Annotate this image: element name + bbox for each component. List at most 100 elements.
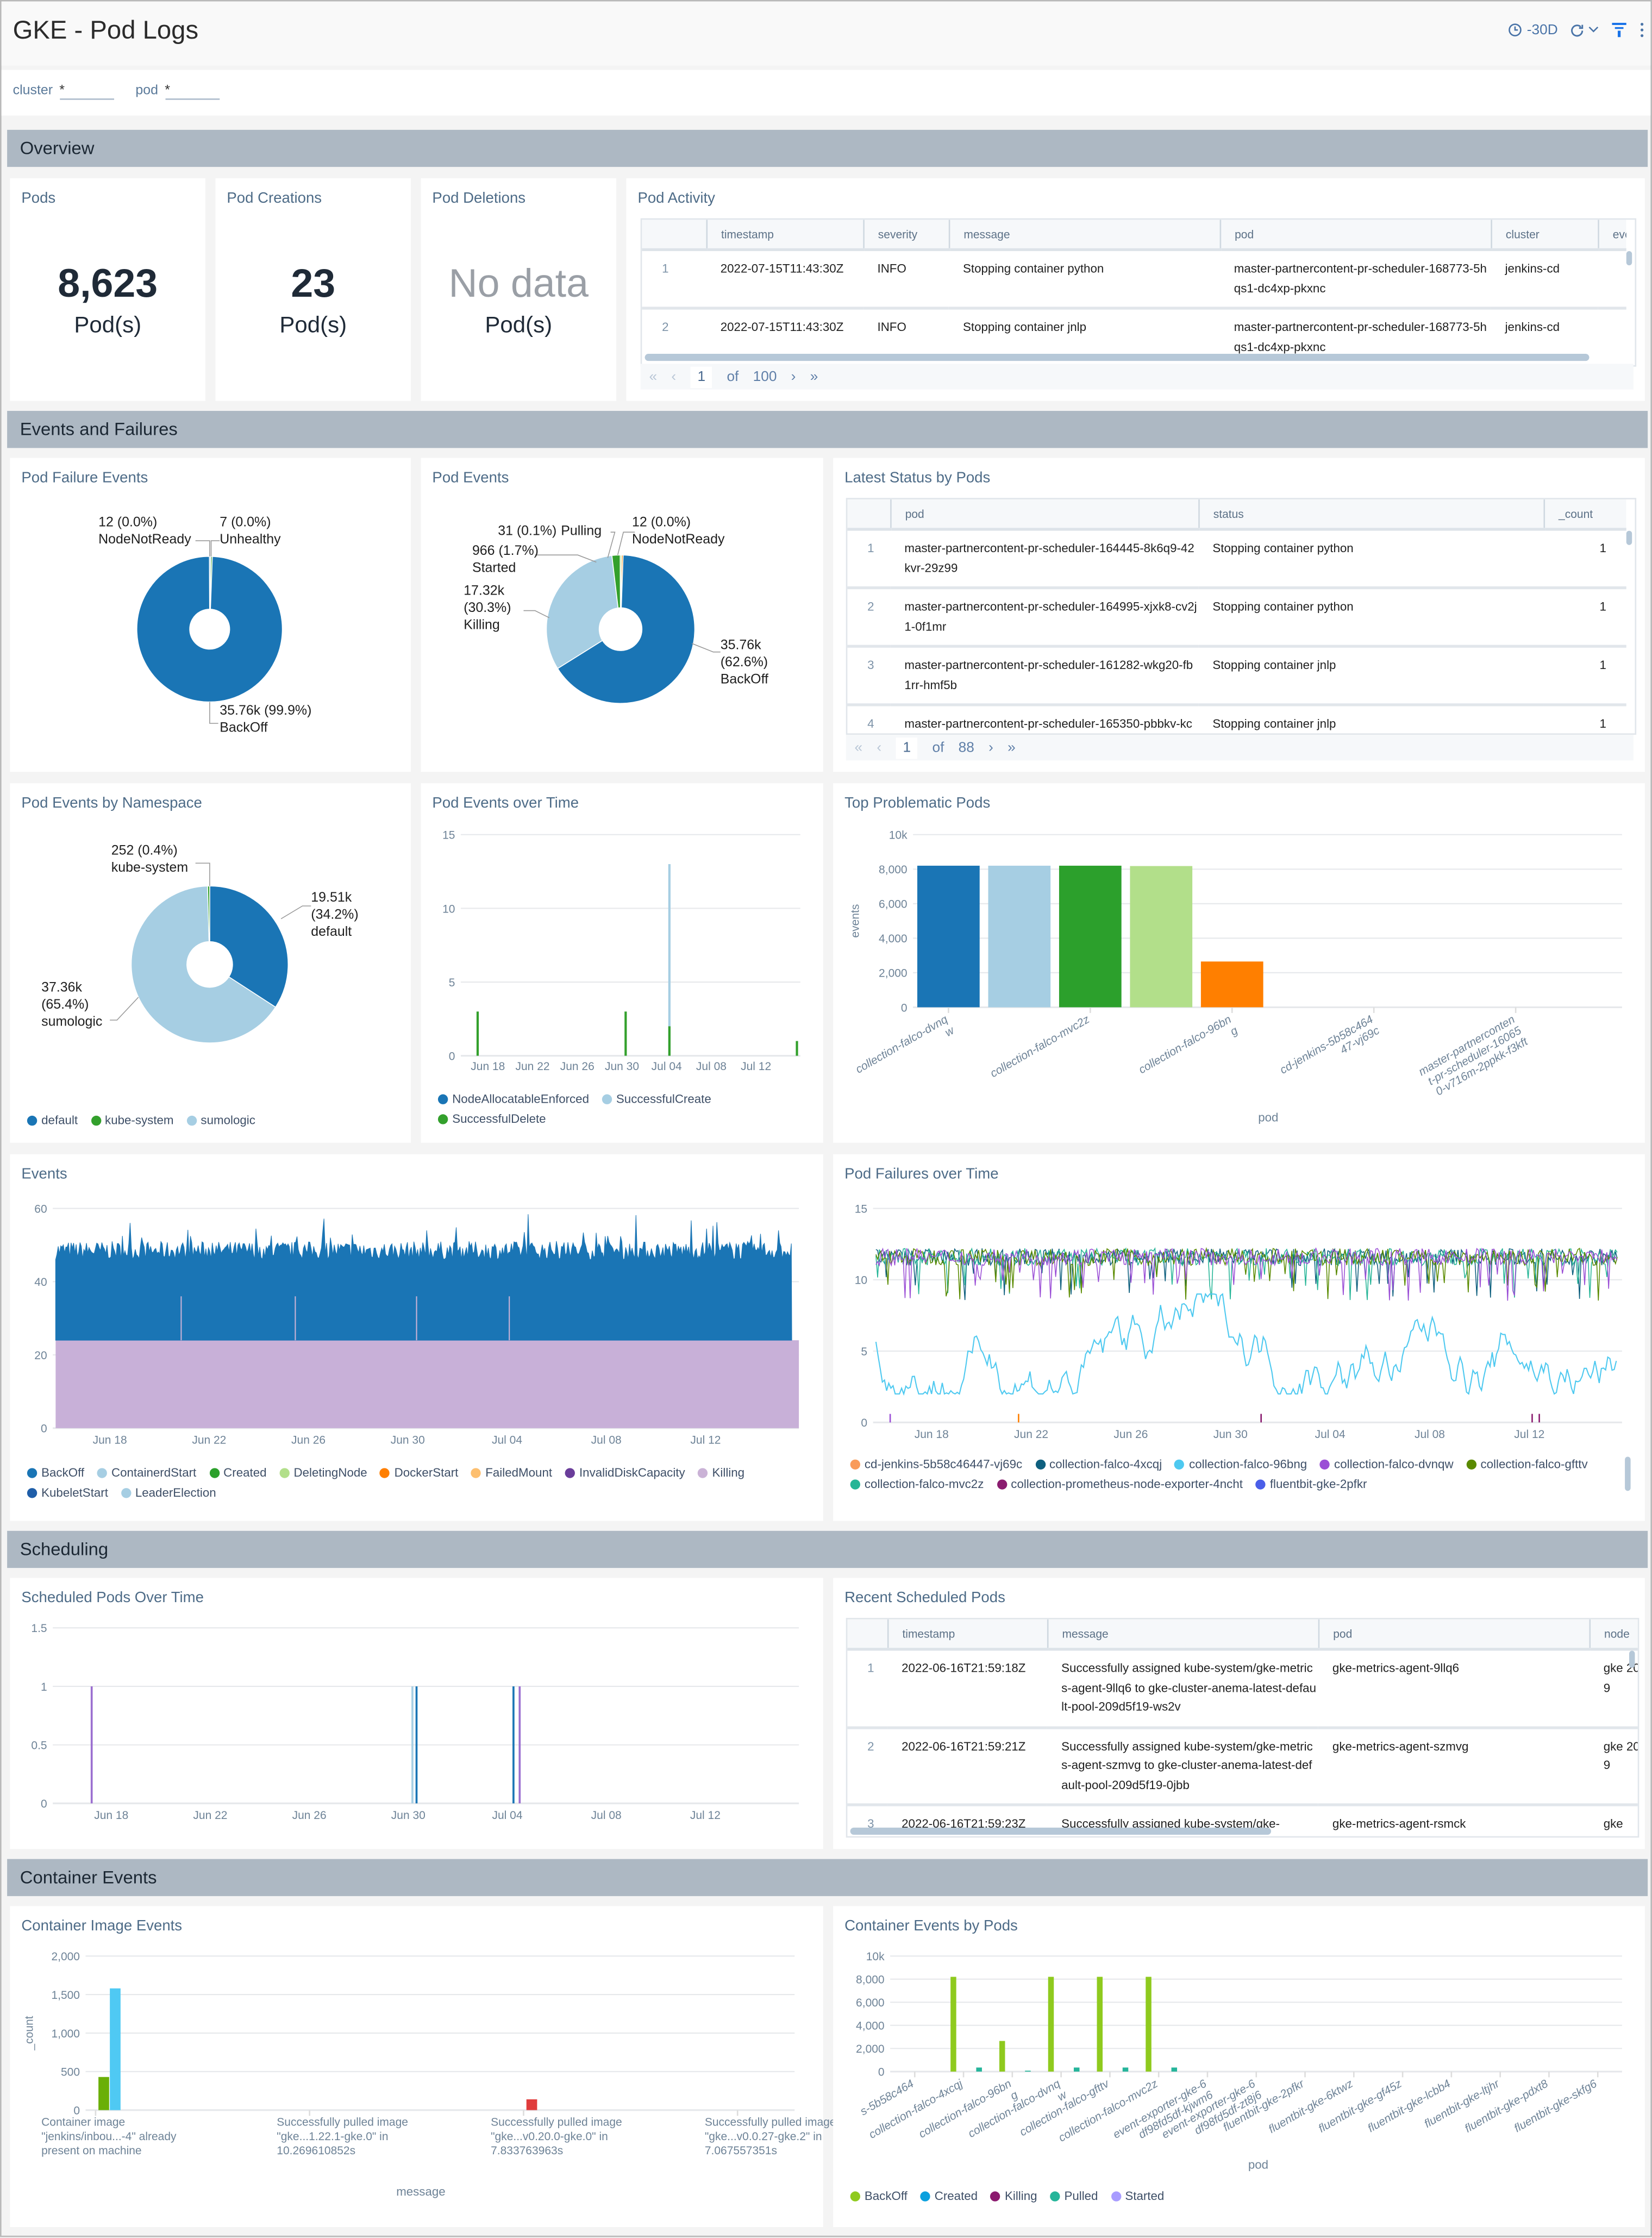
cell-pod: master-partnercontent-pr-scheduler-16128… bbox=[890, 646, 1199, 707]
cluster-filter[interactable]: cluster * bbox=[13, 83, 114, 100]
chart-canvas: 0 2,000 4,000 6,000 8,000 10k events collection… bbox=[849, 829, 1622, 1124]
table-row[interactable]: 4 master-partnercontent-pr-scheduler-1653… bbox=[847, 704, 1626, 734]
legend-item[interactable]: collection-falco-4xcqj bbox=[1035, 1456, 1162, 1471]
column-header-ever[interactable]: ever bbox=[1597, 220, 1626, 252]
legend-label: BackOff bbox=[864, 2189, 908, 2203]
table-row[interactable]: 1 2022-06-16T21:59:18Z Successfully assign… bbox=[847, 1649, 1638, 1729]
first-page-button[interactable]: « bbox=[649, 368, 658, 385]
legend-item[interactable]: FailedMount bbox=[471, 1465, 552, 1479]
last-page-button[interactable]: » bbox=[810, 368, 818, 385]
legend-item[interactable]: ContainerdStart bbox=[97, 1465, 196, 1479]
column-header-pod[interactable]: pod bbox=[889, 499, 1199, 531]
legend-item[interactable]: KubeletStart bbox=[27, 1485, 108, 1499]
legend-item[interactable]: Started bbox=[1111, 2189, 1164, 2203]
next-page-button[interactable]: › bbox=[791, 368, 796, 385]
cluster-filter-input[interactable]: * bbox=[59, 83, 114, 100]
legend-item[interactable]: collection-falco-mvc2z bbox=[850, 1477, 984, 1491]
vertical-scrollbar[interactable] bbox=[1626, 251, 1632, 266]
legend-item[interactable]: default bbox=[27, 1113, 78, 1127]
legend-item[interactable]: Killing bbox=[990, 2189, 1037, 2203]
column-header-pod[interactable]: pod bbox=[1317, 1619, 1590, 1651]
vertical-scrollbar[interactable] bbox=[1626, 530, 1632, 545]
section-overview[interactable]: Overview bbox=[7, 129, 1648, 167]
legend-item[interactable]: cd-jenkins-5b58c46447-vj69c bbox=[850, 1456, 1022, 1471]
section-events-and-failures[interactable]: Events and Failures bbox=[7, 411, 1648, 448]
page-number-input[interactable]: 1 bbox=[896, 736, 918, 759]
column-header-cluster[interactable]: cluster bbox=[1490, 220, 1598, 252]
legend-item[interactable]: fluentbit-gke-2pfkr bbox=[1255, 1477, 1367, 1491]
legend-item[interactable]: collection-falco-gfttv bbox=[1466, 1456, 1588, 1471]
legend-item[interactable]: Created bbox=[209, 1465, 267, 1479]
legend-scrollbar[interactable] bbox=[1625, 1456, 1631, 1491]
x-tick-label: Jun 18 bbox=[471, 1060, 505, 1073]
leader-line bbox=[195, 862, 210, 886]
pod-filter-input[interactable]: * bbox=[165, 83, 219, 100]
legend-item[interactable]: collection-falco-dvnqw bbox=[1319, 1456, 1454, 1471]
table-row[interactable]: 2 2022-06-16T21:59:21Z Successfully assign… bbox=[847, 1727, 1638, 1806]
column-header-pod[interactable]: pod bbox=[1219, 220, 1491, 252]
legend-item[interactable]: SuccessfulDelete bbox=[437, 1111, 546, 1126]
legend-item[interactable]: Killing bbox=[698, 1465, 744, 1479]
x-tick-label: Jul 08 bbox=[1415, 1428, 1445, 1441]
horizontal-scrollbar[interactable] bbox=[850, 1827, 1272, 1835]
cell-pod: gke-metrics-agent-szmvg bbox=[1318, 1727, 1590, 1806]
y-tick-label: 60 bbox=[34, 1203, 47, 1215]
vertical-scrollbar[interactable] bbox=[1629, 1651, 1635, 1668]
refresh-button[interactable] bbox=[1569, 22, 1599, 38]
legend-label: Pulled bbox=[1064, 2189, 1098, 2203]
table-row[interactable]: 2 master-partnercontent-pr-scheduler-1649… bbox=[847, 587, 1626, 648]
legend-item[interactable]: BackOff bbox=[27, 1465, 84, 1479]
prev-page-button[interactable]: ‹ bbox=[671, 368, 677, 385]
first-page-button[interactable]: « bbox=[854, 740, 863, 756]
column-header-timestamp[interactable]: timestamp bbox=[705, 220, 863, 252]
table-row[interactable]: 1 master-partnercontent-pr-scheduler-1644… bbox=[847, 529, 1626, 590]
legend-item[interactable]: LeaderElection bbox=[121, 1485, 216, 1499]
slice-label: 35.76k (62.6%) BackOff bbox=[721, 637, 768, 689]
bar-Pulled bbox=[1073, 2067, 1080, 2072]
legend-item[interactable]: BackOff bbox=[850, 2189, 908, 2203]
legend-item[interactable]: DeletingNode bbox=[279, 1465, 367, 1479]
table-body: 1 2022-07-15T11:43:30Z INFO Stopping contai… bbox=[642, 249, 1626, 366]
x-axis-title: message bbox=[396, 2185, 445, 2198]
legend-item[interactable]: InvalidDiskCapacity bbox=[565, 1465, 685, 1479]
table-row[interactable]: 3 master-partnercontent-pr-scheduler-1612… bbox=[847, 646, 1626, 707]
legend-item[interactable]: Pulled bbox=[1050, 2189, 1098, 2203]
last-page-button[interactable]: » bbox=[1008, 740, 1016, 756]
column-header-node[interactable]: node bbox=[1588, 1619, 1638, 1651]
pie-slice-Killing bbox=[546, 555, 619, 670]
column-header-message[interactable]: message bbox=[1046, 1619, 1318, 1651]
pod-filter[interactable]: pod * bbox=[135, 83, 219, 100]
row-number: 1 bbox=[847, 529, 891, 590]
next-page-button[interactable]: › bbox=[988, 740, 993, 756]
column-header-count[interactable]: _count bbox=[1543, 499, 1626, 531]
legend-item[interactable]: collection-prometheus-node-exporter-4nch… bbox=[997, 1477, 1243, 1491]
horizontal-scrollbar[interactable] bbox=[644, 354, 1590, 361]
column-header-status[interactable]: status bbox=[1197, 499, 1544, 531]
legend-item[interactable]: collection-falco-96bng bbox=[1174, 1456, 1307, 1471]
page-number-input[interactable]: 1 bbox=[690, 366, 713, 387]
legend-item[interactable]: sumologic bbox=[186, 1113, 255, 1127]
column-header-timestamp[interactable]: timestamp bbox=[886, 1619, 1047, 1651]
leader-line bbox=[110, 997, 139, 1021]
column-header-message[interactable]: message bbox=[948, 220, 1220, 252]
legend-item[interactable]: DockerStart bbox=[380, 1465, 458, 1479]
section-container-events[interactable]: Container Events bbox=[7, 1859, 1648, 1896]
page-title: GKE - Pod Logs bbox=[12, 15, 199, 45]
time-range-button[interactable]: -30D bbox=[1509, 22, 1558, 38]
filter-icon[interactable] bbox=[1611, 21, 1628, 39]
more-vertical-icon[interactable] bbox=[1639, 21, 1645, 39]
y-tick-label: 0 bbox=[41, 1423, 47, 1435]
legend-item[interactable]: kube-system bbox=[90, 1113, 174, 1127]
section-scheduling[interactable]: Scheduling bbox=[7, 1530, 1648, 1568]
y-tick-label: 4,000 bbox=[879, 933, 908, 945]
column-header-severity[interactable]: severity bbox=[862, 220, 949, 252]
legend-dot-icon bbox=[920, 2190, 930, 2201]
row-number: 1 bbox=[847, 1649, 887, 1729]
table-row[interactable]: 1 2022-07-15T11:43:30Z INFO Stopping contai… bbox=[642, 249, 1626, 310]
legend-item[interactable]: SuccessfulCreate bbox=[602, 1091, 711, 1106]
slice-name: Pulling bbox=[561, 523, 602, 540]
chart-canvas: 0 0.5 1 1.5 Jun 18 Jun 22 Jun 26 Jun 30 Jul 04 Ju… bbox=[31, 1622, 799, 1822]
prev-page-button[interactable]: ‹ bbox=[877, 740, 882, 756]
legend-item[interactable]: Created bbox=[920, 2189, 978, 2203]
legend-item[interactable]: NodeAllocatableEnforced bbox=[437, 1091, 589, 1106]
